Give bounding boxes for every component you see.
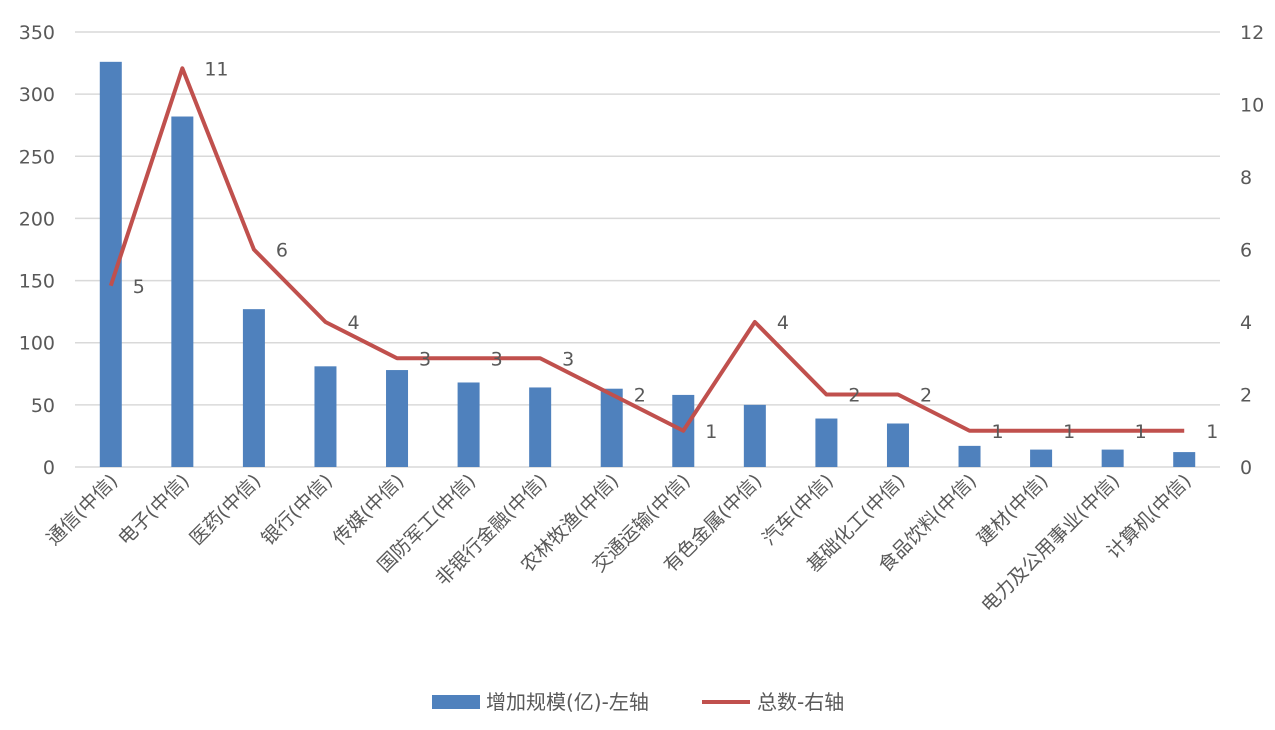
left-axis: 0 50 100 150 200 250 300 350 [19, 22, 55, 479]
data-label: 1 [1063, 421, 1075, 443]
right-tick-label: 2 [1240, 385, 1252, 407]
bar [886, 423, 909, 467]
data-label: 3 [562, 348, 574, 370]
right-tick-label: 12 [1240, 22, 1264, 44]
legend-bar-label: 增加规模(亿)-左轴 [486, 690, 649, 714]
legend: 增加规模(亿)-左轴 总数-右轴 [432, 690, 844, 714]
left-tick-label: 100 [19, 333, 55, 355]
bar-series [99, 61, 1196, 467]
x-tick-label: 医药(中信) [186, 470, 266, 550]
left-tick-label: 250 [19, 146, 55, 168]
x-tick-label: 电子(中信) [114, 470, 194, 550]
right-tick-label: 8 [1240, 167, 1252, 189]
data-label: 11 [204, 58, 228, 80]
bar [314, 366, 337, 467]
bar [457, 382, 480, 467]
bar [99, 61, 122, 467]
data-label: 2 [634, 385, 646, 407]
x-tick-label: 电力及公用事业(中信) [977, 470, 1124, 617]
left-tick-label: 200 [19, 208, 55, 230]
bar [1101, 449, 1124, 467]
x-axis: 通信(中信)电子(中信)医药(中信)银行(中信)传媒(中信)国防军工(中信)非银… [43, 470, 1196, 617]
line-path [108, 66, 1185, 433]
left-tick-label: 0 [43, 457, 55, 479]
data-label: 5 [133, 276, 145, 298]
legend-line-label: 总数-右轴 [757, 690, 844, 714]
bar [1173, 452, 1196, 467]
left-tick-label: 150 [19, 271, 55, 293]
data-label: 1 [992, 421, 1004, 443]
bar [815, 418, 838, 467]
data-label: 3 [419, 348, 431, 370]
data-label: 6 [276, 240, 288, 262]
bar [743, 404, 766, 467]
bar [242, 309, 265, 467]
bar [958, 445, 981, 467]
x-tick-label: 通信(中信) [43, 470, 123, 550]
data-label: 4 [777, 312, 789, 334]
bar [171, 116, 194, 467]
right-tick-label: 0 [1240, 457, 1252, 479]
right-axis: 0 2 4 6 8 10 12 [1240, 22, 1264, 479]
bar [386, 370, 409, 467]
legend-bar-swatch [432, 695, 480, 709]
data-label: 2 [920, 385, 932, 407]
gridlines [75, 31, 1220, 468]
data-label: 2 [848, 385, 860, 407]
left-tick-label: 350 [19, 22, 55, 44]
left-tick-label: 50 [31, 395, 55, 417]
left-tick-label: 300 [19, 84, 55, 106]
bar [600, 388, 623, 467]
data-label: 4 [347, 312, 359, 334]
right-tick-label: 6 [1240, 240, 1252, 262]
x-tick-label: 银行(中信) [257, 470, 337, 550]
data-label: 1 [705, 421, 717, 443]
bar [1030, 449, 1053, 467]
right-tick-label: 10 [1240, 95, 1264, 117]
bar [529, 387, 552, 467]
right-tick-label: 4 [1240, 312, 1252, 334]
data-label: 1 [1135, 421, 1147, 443]
data-label: 3 [491, 348, 503, 370]
data-label: 1 [1206, 421, 1218, 443]
